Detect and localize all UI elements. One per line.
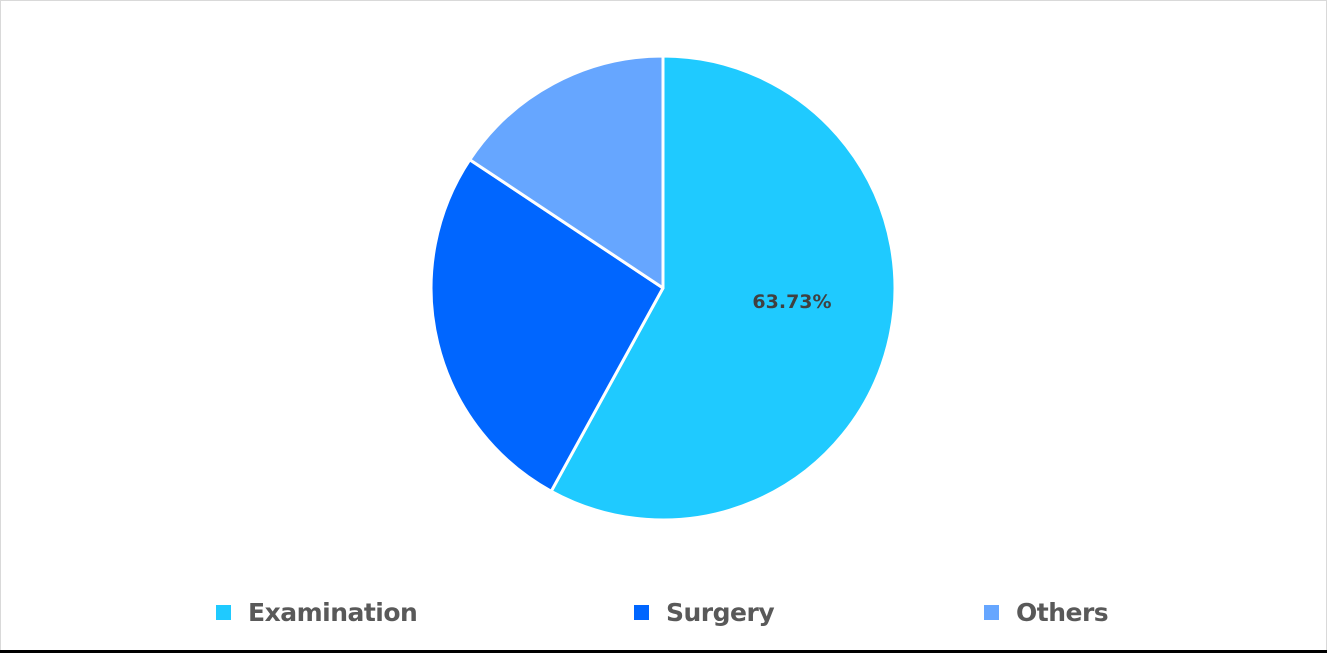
legend: Examination Surgery Others [0,594,1327,630]
legend-item-examination[interactable]: Examination [216,594,418,630]
data-label-examination: 63.73% [752,291,831,313]
pie-slice-surgery[interactable] [429,158,665,493]
legend-swatch-others [984,604,999,620]
bottom-edge-divider [0,650,1327,653]
pie-slice-others[interactable] [468,54,665,290]
legend-swatch-examination [216,604,231,620]
legend-swatch-surgery [634,604,649,620]
pie-slice-examination[interactable] [549,54,897,522]
legend-label-others: Others [1016,597,1109,627]
legend-label-surgery: Surgery [666,597,775,627]
legend-label-examination: Examination [248,597,418,627]
legend-item-others[interactable]: Others [984,594,1109,630]
legend-item-surgery[interactable]: Surgery [634,594,775,630]
